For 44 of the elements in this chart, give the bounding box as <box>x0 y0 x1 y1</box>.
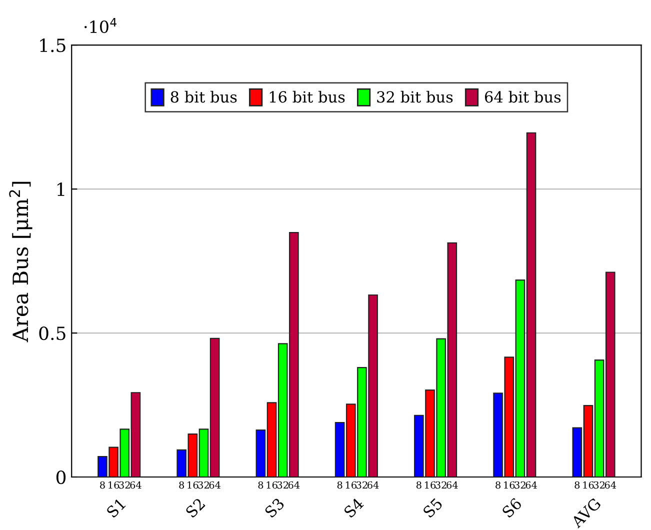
annotation: 32 <box>356 481 368 489</box>
legend-label: 64 bit bus <box>485 90 561 103</box>
annotation: 32 <box>594 481 605 489</box>
annotation: 8 <box>258 481 264 489</box>
y-tick-label: 1 <box>57 182 64 196</box>
legend-label: 8 bit bus <box>170 90 237 103</box>
annotation: 64 <box>446 481 458 489</box>
annotation: 8 <box>574 481 580 489</box>
annotation: 16 <box>425 481 436 489</box>
y-tick-label: 0 <box>56 470 66 484</box>
annotation: 32 <box>277 481 288 489</box>
annotation: 16 <box>108 481 120 489</box>
x-tick-label: S2 <box>185 498 206 518</box>
annotation: 16 <box>504 481 515 489</box>
annotation: 32 <box>119 481 130 489</box>
annotation: 64 <box>604 481 616 489</box>
annotation: 64 <box>288 481 300 489</box>
y-tick-label: 0.5 <box>39 326 66 340</box>
legend-label: 32 bit bus <box>377 90 453 103</box>
x-tick-label: S1 <box>106 498 126 518</box>
x-tick-label: S5 <box>422 497 444 518</box>
y-axis-title: Area Bus [μm$^{2}$] <box>9 182 32 342</box>
annotation: 64 <box>130 481 142 489</box>
annotation: 16 <box>188 481 198 489</box>
annotation: 16 <box>266 481 278 489</box>
annotation: 8 <box>496 481 500 489</box>
annotation: 32 <box>514 481 526 489</box>
x-tick-label: S4 <box>343 497 364 518</box>
annotation: 64 <box>368 481 379 489</box>
annotation: 8 <box>100 481 105 489</box>
text: ·10$^{4}$ <box>84 18 116 34</box>
annotation: 64 <box>209 481 221 489</box>
annotation: 16 <box>346 481 356 489</box>
annotation: 16 <box>583 481 594 489</box>
x-tick-label: S3 <box>264 497 285 518</box>
x-tick-label: S6 <box>501 497 522 518</box>
annotation: 8 <box>179 481 184 489</box>
legend-label: 16 bit bus <box>270 90 345 103</box>
annotation: 8 <box>337 481 342 489</box>
annotation: 64 <box>526 481 537 489</box>
annotation: 8 <box>416 481 422 489</box>
y-tick-label: 1.5 <box>40 38 66 52</box>
annotation: 32 <box>198 481 209 489</box>
annotation: 32 <box>436 481 446 489</box>
